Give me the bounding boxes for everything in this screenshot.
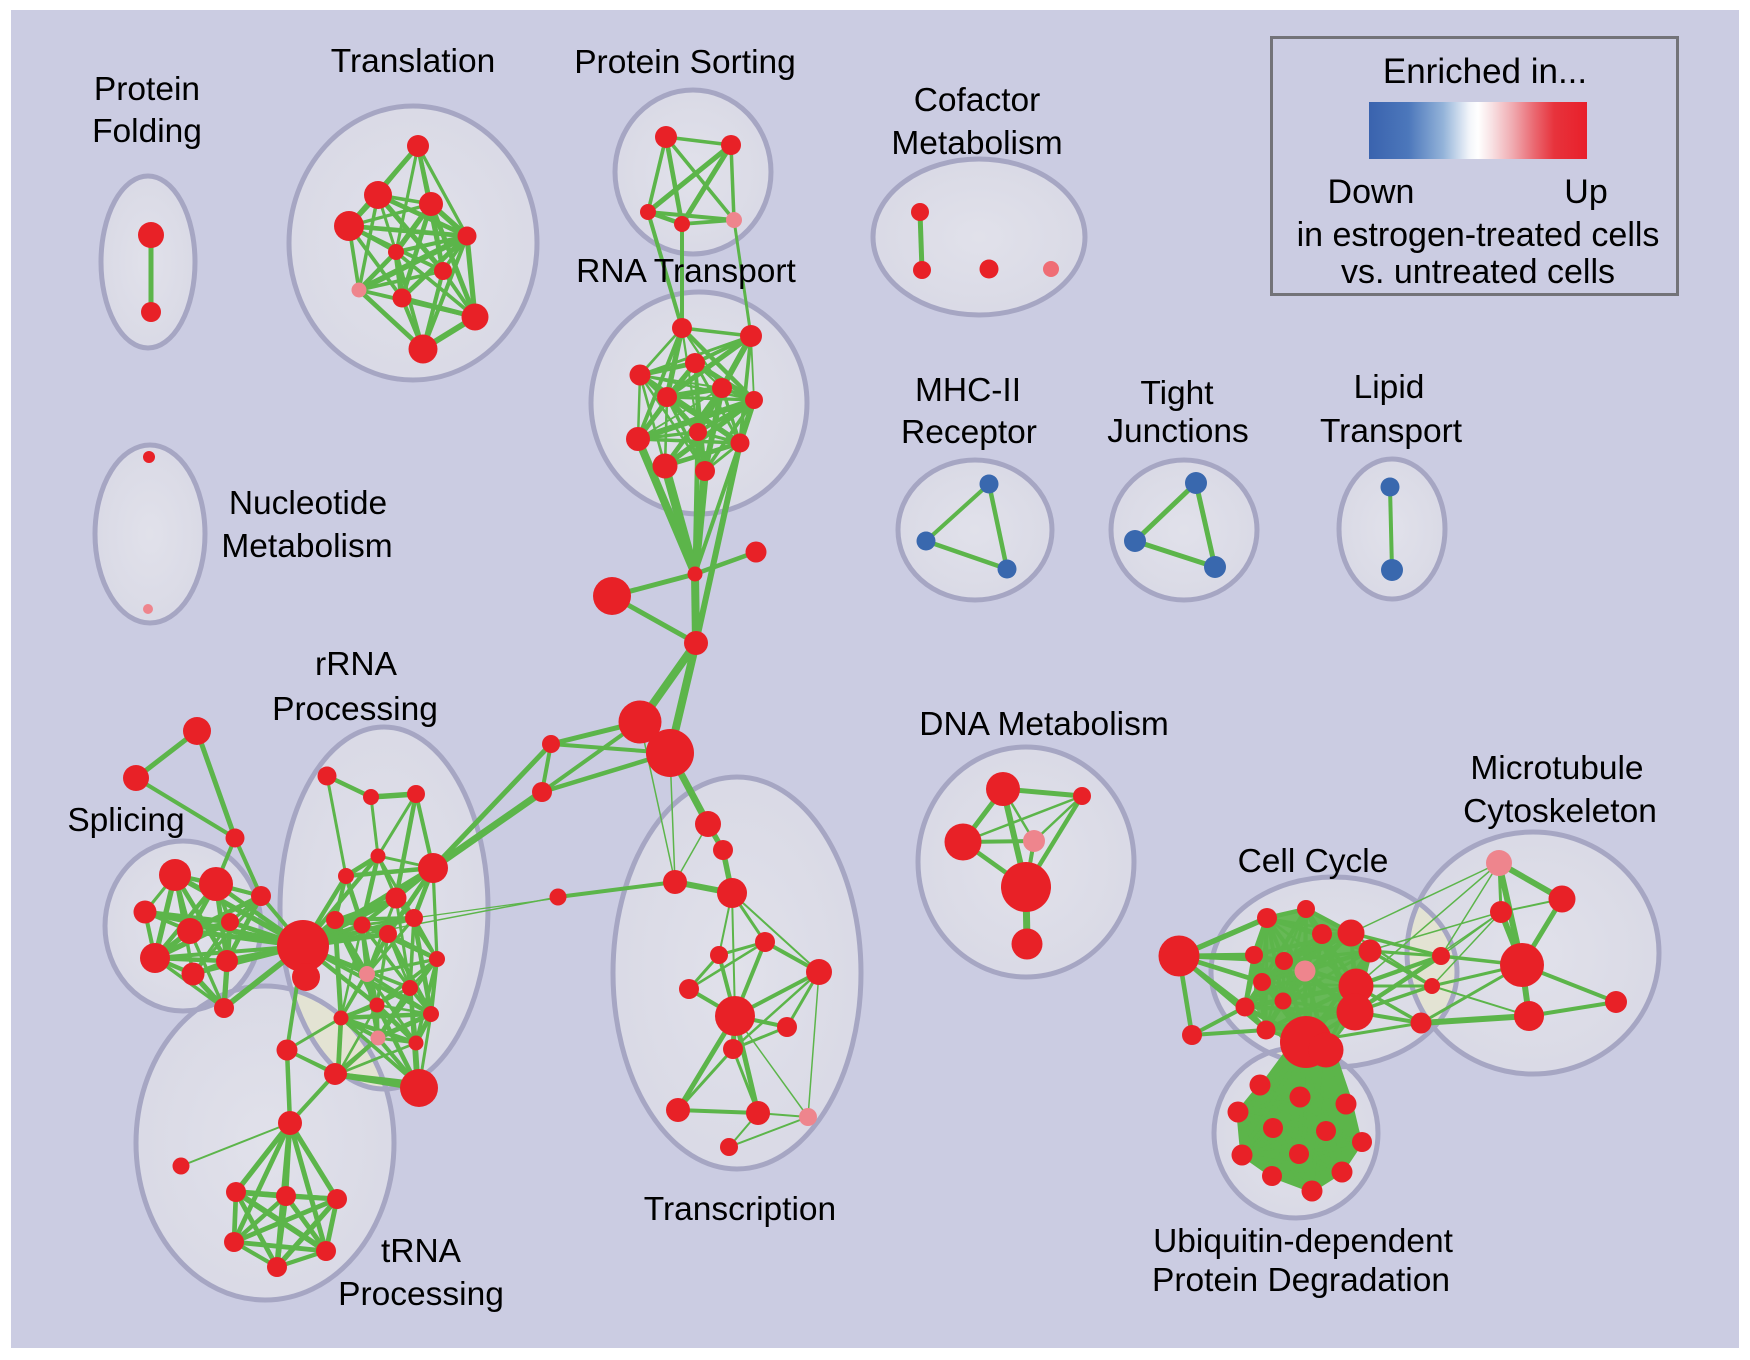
svg-text:Splicing: Splicing [67,802,184,839]
svg-text:Processing: Processing [272,691,438,728]
svg-text:Down: Down [1328,173,1415,211]
svg-text:Translation: Translation [331,43,495,80]
svg-text:Cofactor: Cofactor [914,82,1041,119]
svg-text:DNA Metabolism: DNA Metabolism [919,706,1168,743]
svg-text:Folding: Folding [92,113,202,150]
svg-text:Microtubule: Microtubule [1470,750,1643,787]
svg-text:Lipid: Lipid [1354,369,1425,406]
svg-text:Processing: Processing [338,1276,504,1313]
svg-text:Receptor: Receptor [901,414,1037,451]
svg-text:tRNA: tRNA [381,1233,462,1270]
svg-text:vs. untreated cells: vs. untreated cells [1341,253,1615,291]
svg-text:Nucleotide: Nucleotide [229,485,387,522]
svg-text:Enriched in...: Enriched in... [1383,52,1587,91]
svg-text:in estrogen-treated cells: in estrogen-treated cells [1297,216,1660,254]
svg-text:Ubiquitin-dependent: Ubiquitin-dependent [1153,1223,1454,1260]
svg-text:Cell Cycle: Cell Cycle [1238,843,1389,880]
svg-text:Metabolism: Metabolism [891,125,1062,162]
svg-text:Cytoskeleton: Cytoskeleton [1463,793,1657,830]
svg-text:Junctions: Junctions [1107,413,1249,450]
svg-text:Transcription: Transcription [644,1191,836,1228]
svg-text:Protein Degradation: Protein Degradation [1152,1262,1450,1299]
svg-text:MHC-II: MHC-II [915,372,1021,409]
svg-text:rRNA: rRNA [315,646,398,683]
svg-text:Up: Up [1564,173,1607,211]
svg-text:Protein Sorting: Protein Sorting [574,44,796,81]
svg-text:Tight: Tight [1140,375,1214,412]
svg-text:Transport: Transport [1320,413,1463,450]
svg-text:RNA Transport: RNA Transport [576,253,796,290]
svg-text:Metabolism: Metabolism [221,528,392,565]
svg-text:Protein: Protein [94,71,200,108]
